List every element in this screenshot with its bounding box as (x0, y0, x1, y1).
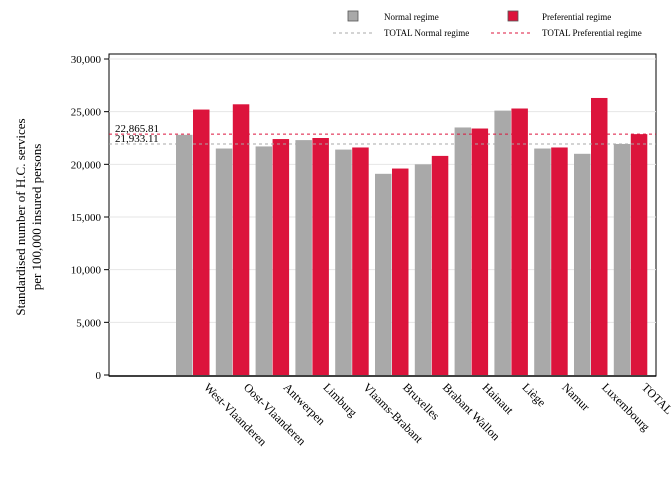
y-tick-label-5000: 5,000 (76, 317, 101, 329)
y-axis-title-line-2: per 100,000 insured persons (29, 144, 44, 291)
bar-preferential-regime-brabant-wallon (431, 155, 449, 375)
bar-preferential-regime-luxembourg (591, 97, 608, 376)
bar-preferential-regime-total (630, 134, 648, 375)
bar-preferential-regime-oost-vlaanderen (232, 104, 250, 375)
bar-normal-regime-bruxelles (375, 173, 392, 375)
bar-normal-regime-liege (494, 110, 511, 375)
y-axis-ticks: 0 5,000 10,000 15,000 20,000 25,000 30,000 (71, 54, 109, 382)
bar-normal-regime-limburg (295, 140, 312, 375)
bar-normal-regime-namur (534, 148, 551, 375)
bar-normal-regime-hainaut (454, 127, 472, 375)
y-tick-label-0: 0 (96, 370, 102, 382)
legend-label-normal-regime: Normal regime (384, 12, 439, 22)
x-tick-label-liege: Liège (519, 380, 548, 409)
y-axis-title-line-1: Standardised number of H.C. services (13, 118, 28, 315)
bar-preferential-regime-antwerpen (272, 139, 290, 375)
bar-normal-regime-antwerpen (255, 146, 273, 375)
legend-label-total-normal-regime: TOTAL Normal regime (384, 28, 469, 38)
bar-preferential-regime-vlaams-brabant (352, 147, 369, 375)
y-tick-label-20000: 20,000 (71, 159, 102, 171)
y-tick-label-25000: 25,000 (71, 107, 102, 119)
legend-swatch-preferential-regime (507, 10, 519, 22)
legend-label-preferential-regime: Preferential regime (542, 12, 611, 22)
bars (176, 97, 648, 376)
y-tick-label-15000: 15,000 (71, 212, 102, 224)
reference-line-label-total-normal-regime: 21,933.11 (115, 133, 159, 145)
x-tick-label-limburg: Limburg (320, 380, 359, 419)
reference-line-label-total-preferential-regime: 22,865.81 (115, 123, 159, 135)
bar-normal-regime-brabant-wallon (414, 164, 432, 375)
bar-preferential-regime-bruxelles (392, 168, 409, 375)
bar-preferential-regime-hainaut (471, 128, 489, 375)
x-axis-labels: West-VlaanderenOost-VlaanderenAntwerpenL… (201, 380, 672, 449)
x-tick-label-namur: Namur (559, 380, 592, 413)
legend-label-total-preferential-regime: TOTAL Preferential regime (542, 28, 642, 38)
y-tick-label-10000: 10,000 (71, 265, 102, 277)
bar-preferential-regime-limburg (312, 138, 329, 375)
bar-preferential-regime-liege (511, 108, 528, 376)
x-tick-label-total: TOTAL (639, 380, 672, 417)
legend-swatch-normal-regime (347, 10, 359, 22)
bar-normal-regime-vlaams-brabant (335, 149, 352, 375)
bar-normal-regime-oost-vlaanderen (215, 148, 233, 375)
legend: Normal regime Preferential regime TOTAL … (333, 10, 642, 38)
x-tick-label-hainaut: Hainaut (480, 380, 517, 417)
y-tick-label-30000: 30,000 (71, 54, 102, 66)
bar-preferential-regime-west-vlaanderen (193, 109, 210, 375)
bar-normal-regime-west-vlaanderen (176, 134, 193, 375)
bar-normal-regime-total (613, 143, 631, 375)
bar-normal-regime-luxembourg (574, 153, 591, 375)
bar-preferential-regime-namur (551, 147, 568, 375)
